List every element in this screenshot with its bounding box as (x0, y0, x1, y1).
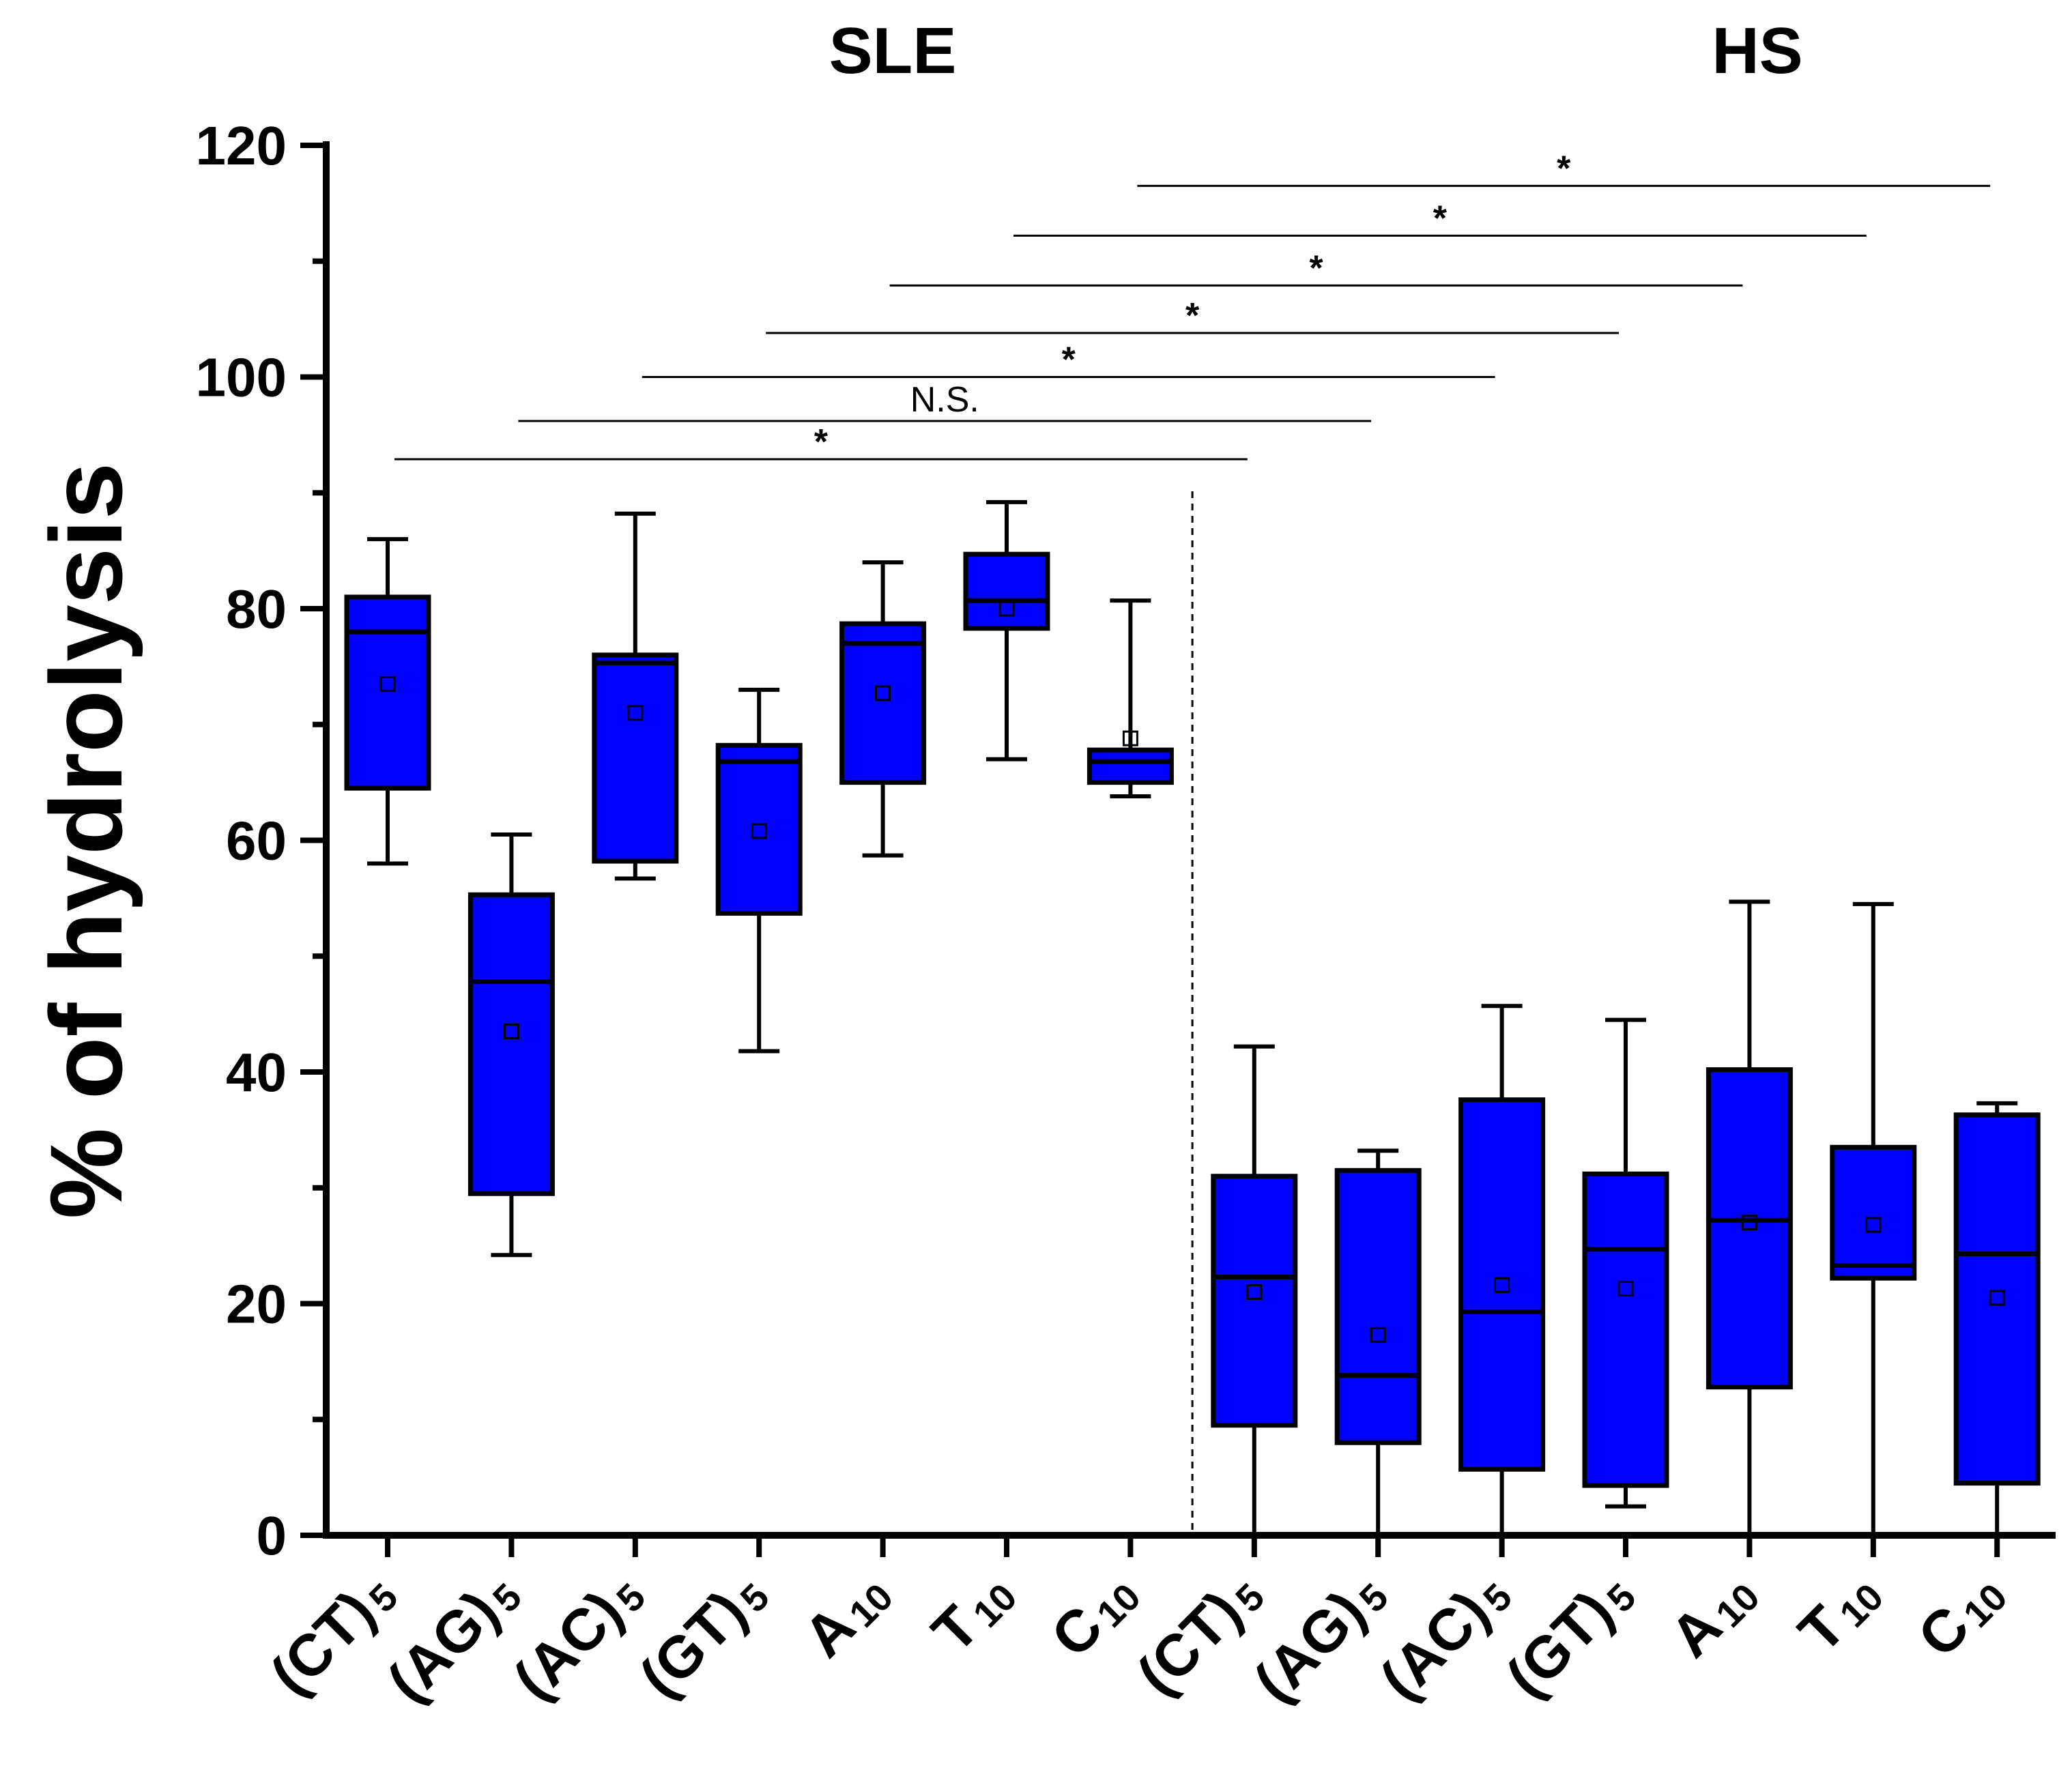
significance-star: * (1557, 149, 1571, 188)
mean-marker (998, 600, 1015, 617)
iqr-box (715, 742, 803, 916)
x-category-label: (GT)5 (627, 1560, 778, 1711)
box-12 (1830, 901, 1917, 1535)
group-title-sle: SLE (829, 14, 957, 87)
iqr-box (963, 551, 1050, 631)
mean-marker (1370, 1327, 1386, 1343)
box-1 (467, 832, 555, 1258)
box-3 (715, 687, 803, 1054)
x-category-label: (AG)5 (375, 1560, 530, 1715)
x-category-label: (CT)5 (258, 1560, 406, 1708)
iqr-box (1830, 1144, 1917, 1281)
box-7 (1211, 1044, 1298, 1535)
y-tick-label: 20 (226, 1274, 287, 1335)
y-axis-title: % of hydrolysis (29, 463, 143, 1219)
mean-marker (1494, 1277, 1510, 1293)
mean-marker (875, 685, 891, 701)
box-4 (839, 560, 927, 858)
significance-ns: N.S. (910, 380, 979, 420)
y-tick-label: 120 (196, 115, 287, 176)
mean-marker (379, 676, 396, 692)
mean-marker (1122, 730, 1138, 746)
iqr-box (1706, 1067, 1793, 1390)
mean-marker (1741, 1215, 1757, 1231)
iqr-box (1458, 1097, 1546, 1472)
iqr-box (592, 652, 679, 864)
significance-star: * (1433, 199, 1448, 238)
box-11 (1706, 899, 1793, 1535)
x-category-label: C10 (1905, 1560, 2016, 1670)
box-9 (1458, 1004, 1546, 1535)
y-tick-label: 0 (257, 1505, 287, 1566)
box-8 (1334, 1148, 1422, 1535)
box-5 (963, 499, 1050, 762)
x-category-label: (GT)5 (1494, 1560, 1645, 1711)
x-category-label: (AC)5 (1368, 1560, 1521, 1713)
x-category-label: (AC)5 (501, 1560, 654, 1713)
mean-marker (1865, 1217, 1882, 1233)
x-category-label: A10 (1658, 1560, 1768, 1670)
significance-star: * (1062, 340, 1076, 380)
iqr-box (1211, 1174, 1298, 1428)
significance-star: * (814, 422, 829, 462)
mean-marker (627, 705, 644, 721)
x-category-label: T10 (1786, 1560, 1892, 1666)
y-tick-label: 60 (226, 811, 287, 871)
x-category-label: (AG)5 (1241, 1560, 1396, 1715)
iqr-box (1582, 1171, 1669, 1488)
x-category-label: A10 (792, 1560, 902, 1670)
box-2 (592, 511, 679, 881)
iqr-box (1334, 1168, 1422, 1445)
group-title-hs: HS (1712, 14, 1802, 87)
mean-marker (751, 823, 767, 839)
significance-star: * (1309, 248, 1323, 288)
mean-marker (1246, 1284, 1263, 1301)
y-tick-label: 80 (226, 579, 287, 639)
significance-star: * (1185, 296, 1200, 336)
box-10 (1582, 1017, 1669, 1509)
mean-marker (1989, 1290, 2005, 1306)
iqr-box (839, 621, 927, 785)
iqr-box (344, 594, 431, 791)
iqr-box (1087, 747, 1174, 785)
y-tick-label: 40 (226, 1042, 287, 1103)
iqr-box (467, 892, 555, 1196)
box-6 (1087, 598, 1174, 798)
x-category-label: T10 (920, 1560, 1026, 1666)
box-0 (344, 537, 431, 866)
mean-marker (1617, 1280, 1634, 1296)
iqr-box (1953, 1112, 2041, 1486)
x-category-label: (CT)5 (1125, 1560, 1273, 1708)
mean-marker (503, 1024, 519, 1040)
box-13 (1953, 1101, 2041, 1535)
y-tick-label: 100 (196, 347, 287, 408)
